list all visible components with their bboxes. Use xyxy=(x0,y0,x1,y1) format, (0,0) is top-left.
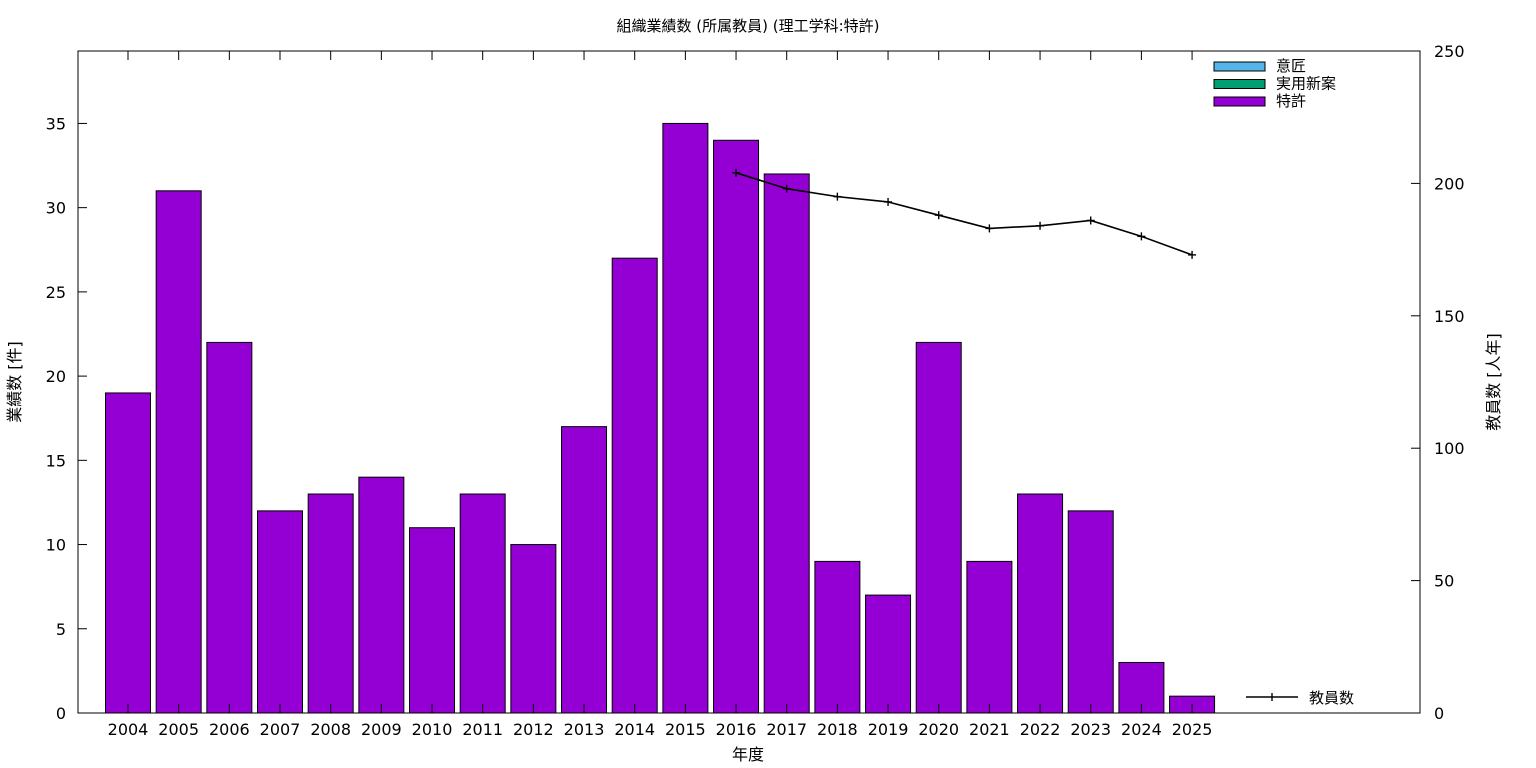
x-tick-label: 2025 xyxy=(1172,720,1213,739)
bar-2006 xyxy=(206,341,253,714)
faculty-count-point-2023 xyxy=(1086,216,1095,225)
y2-tick-label: 100 xyxy=(1434,439,1465,458)
faculty-count-point-2019 xyxy=(884,197,893,206)
x-tick-label: 2014 xyxy=(614,720,655,739)
y2-tick-label: 250 xyxy=(1434,42,1465,61)
legend-swatch-2 xyxy=(1213,79,1266,89)
bar-2010 xyxy=(409,527,456,714)
faculty-count-point-2018 xyxy=(833,192,842,201)
y-tick-label: 0 xyxy=(56,704,66,723)
y2-axis-label: 教員数 [人年] xyxy=(1484,333,1503,431)
x-tick-label: 2016 xyxy=(716,720,757,739)
y2-tick-label: 150 xyxy=(1434,307,1465,326)
bar-2023 xyxy=(1067,510,1114,714)
x-tick-label: 2015 xyxy=(665,720,706,739)
x-tick-label: 2017 xyxy=(766,720,807,739)
y-tick-label: 10 xyxy=(46,536,66,555)
faculty-count-point-2020 xyxy=(934,211,943,220)
bar-2018 xyxy=(814,560,861,714)
bar-2005 xyxy=(155,190,202,714)
x-tick-label: 2007 xyxy=(260,720,301,739)
bar-2017 xyxy=(763,173,810,714)
x-tick-label: 2023 xyxy=(1070,720,1111,739)
bar-2009 xyxy=(358,476,405,714)
faculty-count-point-2017 xyxy=(782,184,791,193)
x-axis-label: 年度 xyxy=(732,745,764,764)
bar-2019 xyxy=(865,594,912,714)
x-tick-label: 2024 xyxy=(1121,720,1162,739)
bar-2012 xyxy=(510,544,557,714)
bar-2014 xyxy=(611,257,658,714)
bar-2021 xyxy=(966,560,1013,714)
x-tick-label: 2020 xyxy=(918,720,959,739)
x-tick-label: 2013 xyxy=(564,720,605,739)
bar-2013 xyxy=(561,426,608,714)
x-tick-label: 2004 xyxy=(108,720,149,739)
x-tick-label: 2021 xyxy=(969,720,1010,739)
bar-2022 xyxy=(1017,493,1064,714)
y-tick-label: 20 xyxy=(46,367,66,386)
bar-2020 xyxy=(915,341,962,714)
bar-2004 xyxy=(105,392,151,714)
x-tick-label: 2010 xyxy=(412,720,453,739)
x-tick-label: 2022 xyxy=(1020,720,1061,739)
faculty-count-point-2022 xyxy=(1036,221,1045,230)
legend-label-3: 特許 xyxy=(1276,92,1306,110)
y-tick-label: 30 xyxy=(46,199,66,218)
faculty-count-point-2024 xyxy=(1137,232,1146,241)
y-tick-label: 5 xyxy=(56,620,66,639)
x-tick-label: 2009 xyxy=(361,720,402,739)
faculty-count-point-2021 xyxy=(985,224,994,233)
x-tick-label: 2006 xyxy=(209,720,250,739)
y2-tick-label: 200 xyxy=(1434,174,1465,193)
legend-line-label: 教員数 xyxy=(1309,689,1354,707)
x-tick-label: 2012 xyxy=(513,720,554,739)
x-tick-label: 2008 xyxy=(310,720,351,739)
y-tick-label: 25 xyxy=(46,283,66,302)
bar-2011 xyxy=(459,493,506,714)
y-tick-label: 35 xyxy=(46,114,66,133)
bar-2015 xyxy=(662,122,709,714)
bar-2007 xyxy=(257,510,304,714)
x-tick-label: 2018 xyxy=(817,720,858,739)
y-tick-label: 15 xyxy=(46,451,66,470)
y2-tick-label: 0 xyxy=(1434,704,1444,723)
bar-2016 xyxy=(713,139,760,714)
legend-label-1: 意匠 xyxy=(1276,57,1306,75)
faculty-count-point-2016 xyxy=(732,168,741,177)
chart-title: 組織業績数 (所属教員) (理工学科:特許) xyxy=(617,17,880,35)
x-tick-label: 2005 xyxy=(158,720,199,739)
bar-2008 xyxy=(307,493,354,714)
faculty-count-line xyxy=(735,172,1193,256)
legend-label-2: 実用新案 xyxy=(1276,75,1336,93)
legend-swatch-1 xyxy=(1213,61,1266,72)
x-tick-label: 2019 xyxy=(868,720,909,739)
y-axis-label: 業績数 [件] xyxy=(5,341,24,423)
plot-frame xyxy=(77,50,1421,714)
faculty-count-point-2025 xyxy=(1188,250,1197,259)
legend-swatch-3 xyxy=(1213,96,1266,107)
y2-tick-label: 50 xyxy=(1434,572,1454,591)
x-tick-label: 2011 xyxy=(462,720,503,739)
